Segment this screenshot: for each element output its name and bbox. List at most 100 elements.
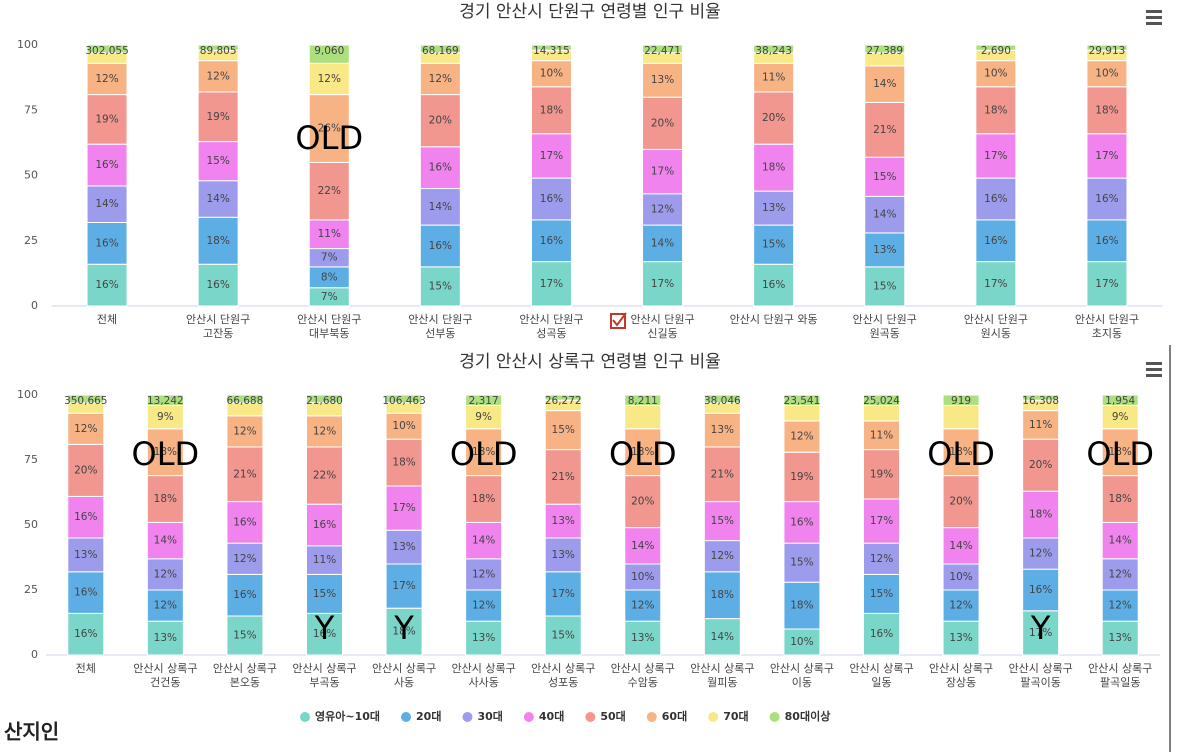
data-label: 18% — [1029, 509, 1052, 521]
data-label: 20% — [631, 496, 654, 508]
bar-segment — [86, 44, 128, 54]
bar-segment — [783, 404, 821, 422]
bar-segment — [863, 449, 900, 500]
bar-segment — [86, 143, 128, 187]
x-tick-label: 안산시 단원구 원곡동 — [852, 313, 917, 340]
bar-segment — [783, 581, 821, 630]
data-label: 20% — [949, 496, 972, 508]
bar-segment — [1101, 475, 1139, 523]
annotation: Y — [393, 609, 414, 647]
legend-marker — [523, 712, 534, 722]
data-label: 20% — [429, 115, 452, 127]
bar-segment — [1086, 133, 1128, 179]
stack-label: 89,805 — [200, 45, 237, 57]
y-tick-label: 0 — [31, 299, 38, 312]
bar-segment — [1022, 537, 1060, 570]
bar-segment — [146, 475, 184, 523]
bar-segment — [624, 563, 662, 591]
bar-segment — [863, 573, 900, 614]
data-label: 18% — [949, 446, 972, 458]
stack-label: 38,243 — [755, 45, 792, 57]
data-label: 15% — [206, 155, 229, 167]
data-label: 7% — [321, 291, 338, 303]
bar-segment — [624, 589, 662, 622]
data-label: 18% — [472, 446, 495, 458]
bar-segment — [308, 44, 350, 64]
data-label: 13% — [651, 74, 674, 86]
data-label: 15% — [711, 515, 734, 527]
data-label: 17% — [1095, 278, 1118, 290]
bar-segment — [465, 589, 503, 622]
y-tick-label: 100 — [17, 388, 38, 401]
data-label: 16% — [540, 193, 563, 205]
bar-segment — [975, 60, 1017, 88]
bar-segment — [385, 563, 423, 609]
bar-segment — [86, 62, 128, 96]
x-tick-label: 안산시 상록구 본오동 — [212, 662, 278, 689]
bar-segment — [530, 86, 572, 135]
data-label: 16% — [233, 589, 256, 601]
bar-segment — [308, 94, 350, 163]
data-label: 15% — [870, 588, 893, 600]
data-label: 16% — [74, 511, 97, 523]
bar-segment — [863, 498, 900, 544]
data-label: 16% — [984, 235, 1007, 247]
stack-label: 16,308 — [1022, 395, 1059, 407]
stack-label: 26,272 — [545, 395, 582, 407]
bar-segment — [1101, 394, 1139, 406]
data-label: 11% — [1029, 419, 1052, 431]
chart-title: 경기 안산시 상록구 연령별 인구 비율 — [459, 352, 721, 372]
data-label: 13% — [74, 549, 97, 561]
data-label: 14% — [631, 540, 654, 552]
bar-segment — [419, 188, 461, 226]
data-label: 12% — [74, 423, 97, 435]
data-label: 15% — [790, 557, 813, 569]
bar-segment — [942, 589, 980, 622]
bar-segment — [306, 394, 343, 404]
bar-segment — [642, 148, 684, 195]
bar-segment — [146, 428, 184, 477]
stack-label: 27,389 — [866, 45, 903, 57]
bar-segment — [642, 62, 684, 98]
bar-segment — [465, 475, 503, 523]
bar-segment — [783, 628, 821, 656]
x-tick-label: 안산시 단원구 신길동 — [630, 313, 695, 340]
bar-segment — [306, 545, 343, 575]
data-label: 22% — [318, 185, 341, 197]
data-label: 18% — [984, 104, 1007, 116]
x-tick-label: 안산시 상록구 월피동 — [690, 662, 755, 689]
data-label: 11% — [313, 554, 336, 566]
data-label: 14% — [154, 535, 177, 547]
annotation: OLD — [450, 435, 518, 473]
data-label: 26% — [318, 123, 341, 135]
data-label: 12% — [472, 568, 495, 580]
data-label: 11% — [762, 72, 785, 84]
bar-segment — [67, 571, 105, 614]
bar-segment — [975, 177, 1017, 221]
data-label: 9% — [1112, 411, 1129, 423]
data-label: 18% — [711, 589, 734, 601]
bar-segment — [642, 44, 684, 54]
data-label: 10% — [984, 68, 1007, 80]
data-label: 16% — [1095, 193, 1118, 205]
bar-segment — [1022, 568, 1060, 612]
data-label: 13% — [392, 541, 415, 553]
data-label: 19% — [790, 471, 813, 483]
bar-segment — [942, 620, 980, 656]
bar-segment — [67, 537, 105, 573]
data-label: 15% — [552, 424, 575, 436]
data-label: 16% — [429, 162, 452, 174]
data-label: 14% — [651, 237, 674, 249]
bar-segment — [863, 420, 900, 451]
annotation: OLD — [295, 119, 363, 157]
bar-segment — [1022, 490, 1060, 539]
stack-label: 2,317 — [469, 395, 499, 407]
legend-label: 40대 — [539, 709, 564, 723]
data-label: 14% — [949, 540, 972, 552]
data-label: 18% — [1109, 493, 1132, 505]
data-label: 12% — [429, 73, 452, 85]
bar-segment — [544, 615, 582, 656]
stack-label: 66,688 — [227, 395, 264, 407]
bar-segment — [308, 219, 350, 250]
